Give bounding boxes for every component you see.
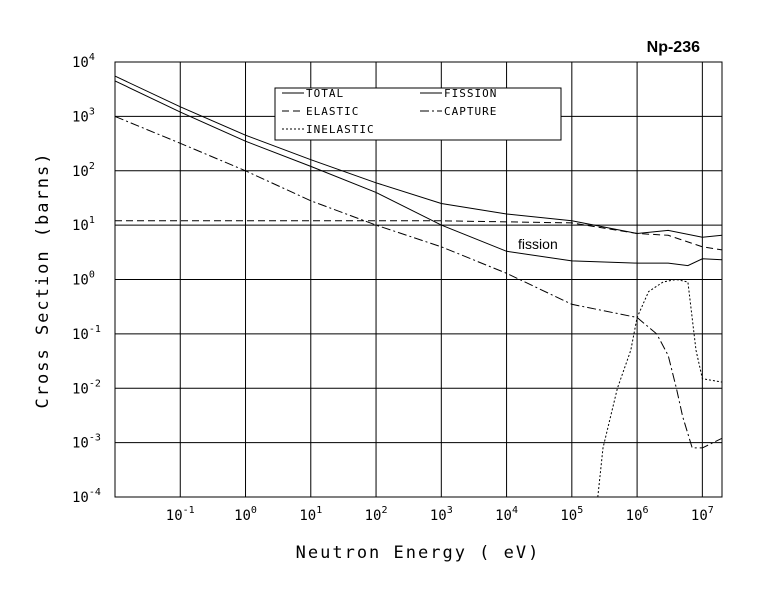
x-axis-label: Neutron Energy ( eV) [296, 543, 541, 563]
y-tick-label: 10-4 [72, 487, 101, 506]
legend-label-fission: FISSION [444, 87, 497, 100]
x-tick-label: 103 [430, 505, 453, 524]
x-tick-label: 104 [495, 505, 518, 524]
series-inelastic [597, 278, 723, 498]
legend: TOTAL ELASTIC INELASTIC FISSION CAPTURE [274, 87, 562, 141]
x-tick-label: 107 [691, 505, 714, 524]
y-tick-label: 10-3 [72, 433, 101, 452]
x-tick-label: 10-1 [166, 505, 195, 524]
series-lines [114, 75, 723, 498]
x-tick-label: 102 [365, 505, 388, 524]
legend-label-elastic: ELASTIC [306, 105, 359, 118]
y-tick-label: 101 [72, 215, 95, 234]
x-tick-label: 106 [626, 505, 649, 524]
x-tick-labels: 10-1 100 101 102 103 104 105 106 107 [166, 505, 714, 524]
y-tick-label: 104 [72, 52, 95, 71]
legend-label-capture: CAPTURE [444, 105, 497, 118]
x-tick-label: 100 [234, 505, 257, 524]
series-total [114, 75, 723, 238]
series-capture [114, 115, 723, 449]
chart-title: Np-236 [647, 39, 700, 56]
y-tick-label: 103 [72, 106, 95, 125]
y-axis-label: Cross Section (barns) [33, 152, 53, 409]
legend-label-inelastic: INELASTIC [306, 123, 375, 136]
legend-label-total: TOTAL [306, 87, 344, 100]
y-tick-labels: 104 103 102 101 100 10-1 10-2 10-3 10-4 [72, 52, 101, 506]
x-tick-label: 105 [560, 505, 583, 524]
series-elastic [115, 220, 723, 251]
x-tick-label: 101 [299, 505, 322, 524]
y-tick-label: 10-2 [72, 378, 101, 397]
fission-annotation: fission [518, 236, 558, 252]
y-tick-label: 10-1 [72, 324, 101, 343]
y-tick-label: 102 [72, 161, 95, 180]
legend-box [274, 87, 562, 141]
y-tick-label: 100 [72, 270, 95, 289]
series-fission [114, 80, 723, 267]
plot-frame [114, 61, 723, 498]
